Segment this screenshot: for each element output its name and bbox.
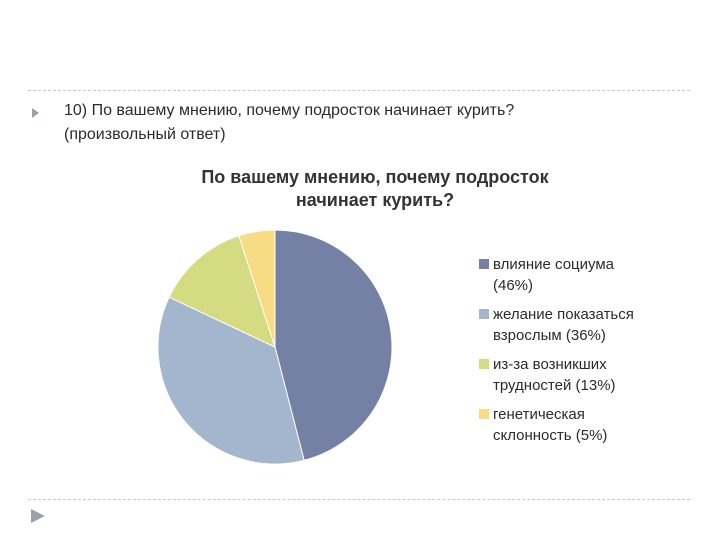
- question-text: 10) По вашему мнению, почему подросток н…: [64, 99, 664, 147]
- legend-swatch-2: [479, 359, 489, 369]
- legend-swatch-1: [479, 309, 489, 319]
- legend-label-2-line-2: трудностей (13%): [493, 377, 616, 394]
- chart-title-line-2: начинает курить?: [295, 190, 455, 210]
- legend-item-3: генетическая склонность (5%): [477, 404, 677, 446]
- pie-slice-3: [238, 229, 276, 348]
- legend-label-3-line-2: склонность (5%): [493, 427, 608, 444]
- legend-label-0-line-2: (46%): [493, 277, 534, 294]
- pie-slice-2: [168, 235, 276, 348]
- chart-title: По вашему мнению, почему подросток начин…: [140, 166, 610, 212]
- legend-swatch-3: [479, 409, 489, 419]
- legend-label-2-line-1: из-за возникших: [493, 356, 607, 373]
- legend-label-1-line-2: взрослым (36%): [493, 327, 606, 344]
- legend-item-0: влияние социума (46%): [477, 254, 677, 296]
- question-line-1: 10) По вашему мнению, почему подросток н…: [64, 102, 515, 119]
- legend-label-3-line-1: генетическая: [493, 406, 585, 423]
- legend-label-0-line-1: влияние социума: [493, 256, 615, 273]
- pie-slice-1: [157, 296, 305, 465]
- legend-label-1-line-1: желание показаться: [493, 306, 634, 323]
- bottom-divider: [28, 499, 690, 500]
- legend-item-1: желание показаться взрослым (36%): [477, 304, 677, 346]
- top-divider: [28, 90, 690, 91]
- legend-swatch-0: [479, 259, 489, 269]
- question-line-2: (произвольный ответ): [64, 126, 226, 143]
- triangle-corner-icon: [31, 509, 45, 523]
- pie-slice-0: [274, 229, 393, 461]
- chart-title-line-1: По вашему мнению, почему подросток: [201, 167, 549, 187]
- triangle-bullet-icon: [32, 108, 39, 118]
- legend-item-2: из-за возникших трудностей (13%): [477, 354, 677, 396]
- chart-legend: влияние социума (46%) желание показаться вз…: [477, 254, 677, 454]
- pie-chart: [157, 229, 393, 465]
